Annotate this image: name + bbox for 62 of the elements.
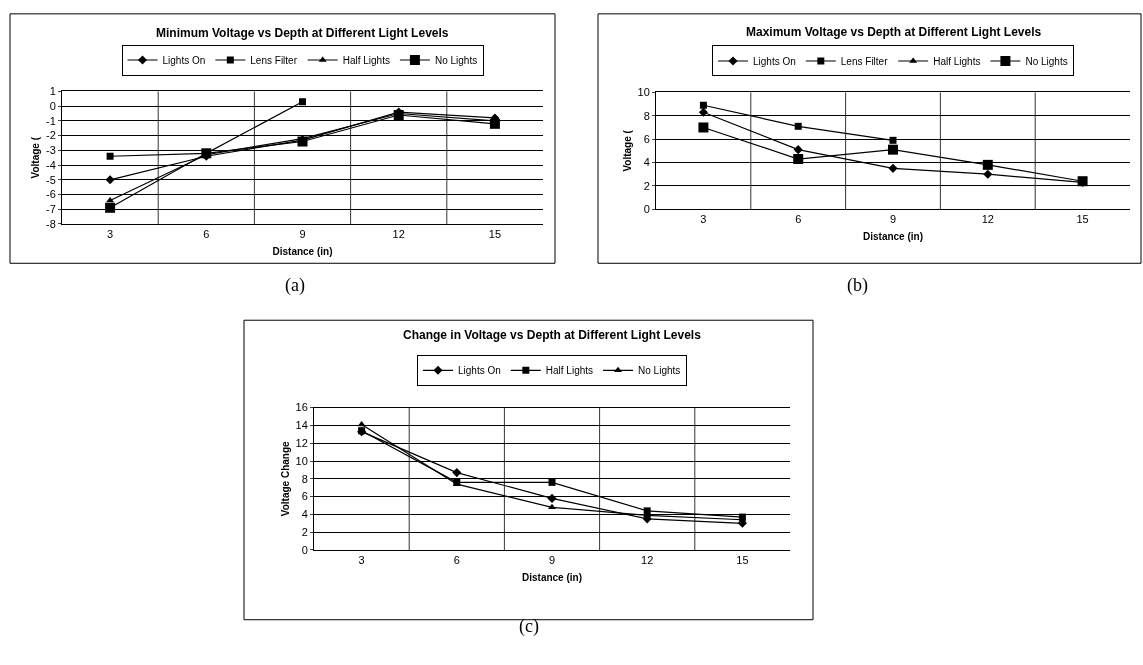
text: (a) [285, 275, 305, 296]
legend-label: Lights On [458, 365, 501, 377]
y-tick-label: 4 [643, 156, 650, 169]
x-tick-label: 9 [299, 228, 306, 241]
y-tick-label: 1 [49, 85, 56, 98]
x-tick-label: 15 [736, 554, 749, 567]
y-tick-label: -5 [46, 173, 56, 186]
x-tick-label: 9 [889, 213, 897, 226]
x-axis-title: Distance (in) [862, 230, 924, 242]
y-tick-label: 8 [301, 472, 308, 485]
legend-label: No Lights [434, 54, 478, 66]
y-tick-label: 4 [301, 508, 308, 521]
x-tick-label: 15 [488, 228, 502, 241]
y-tick-label: 16 [295, 401, 308, 414]
legend-label: No Lights [1025, 55, 1068, 67]
y-axis-title: Voltage ( [621, 129, 633, 172]
y-tick-label: 6 [301, 490, 308, 503]
y-tick-label: 0 [301, 543, 308, 556]
y-tick-label: 8 [643, 109, 650, 122]
y-tick-label: 10 [637, 86, 650, 99]
x-tick-label: 9 [548, 554, 556, 567]
y-tick-label: -2 [46, 129, 56, 142]
y-tick-label: -8 [46, 217, 56, 230]
text: (b) [847, 275, 868, 296]
y-tick-label: 10 [295, 454, 308, 467]
x-axis-title: Distance (in) [272, 245, 333, 257]
x-tick-label: 6 [795, 213, 802, 226]
y-tick-label: -1 [46, 114, 56, 127]
legend-label: Half Lights [933, 55, 981, 67]
chart-title: Change in Voltage vs Depth at Different Light Levels [403, 328, 702, 342]
x-axis-title: Distance (in) [521, 571, 583, 583]
chart-title: Maximum Voltage vs Depth at Different Light Levels [746, 25, 1042, 39]
x-tick-label: 3 [107, 228, 114, 241]
x-tick-label: 3 [358, 554, 365, 567]
legend-label: Lens Filter [840, 55, 889, 67]
y-tick-label: -3 [46, 144, 56, 157]
y-tick-label: -7 [46, 203, 56, 216]
y-tick-label: 6 [643, 133, 650, 145]
y-tick-label: 2 [643, 179, 650, 192]
x-tick-label: 3 [700, 213, 707, 226]
x-tick-label: 12 [392, 228, 405, 241]
y-tick-label: 14 [295, 419, 308, 432]
text: (c) [519, 616, 539, 637]
legend-label: Half Lights [342, 54, 390, 66]
y-tick-label: -4 [46, 158, 56, 171]
legend-label: Lens Filter [250, 54, 298, 66]
x-tick-label: 12 [981, 213, 994, 226]
legend-label: Lights On [162, 54, 206, 66]
y-tick-label: -6 [46, 188, 56, 201]
chart-title: Minimum Voltage vs Depth at Different Light Levels [156, 26, 449, 40]
y-tick-label: 12 [295, 437, 308, 450]
x-tick-label: 6 [203, 228, 210, 241]
y-axis-title: Voltage ( [30, 136, 42, 179]
y-tick-label: 2 [301, 526, 308, 539]
y-axis-title: Voltage Change [279, 440, 291, 517]
legend-label: Lights On [753, 55, 796, 67]
y-tick-label: 0 [643, 203, 650, 216]
legend-label: Half Lights [545, 365, 594, 377]
x-tick-label: 15 [1076, 213, 1089, 226]
legend-label: No Lights [638, 365, 681, 377]
x-tick-label: 6 [453, 554, 460, 567]
y-tick-label: 0 [49, 100, 56, 113]
